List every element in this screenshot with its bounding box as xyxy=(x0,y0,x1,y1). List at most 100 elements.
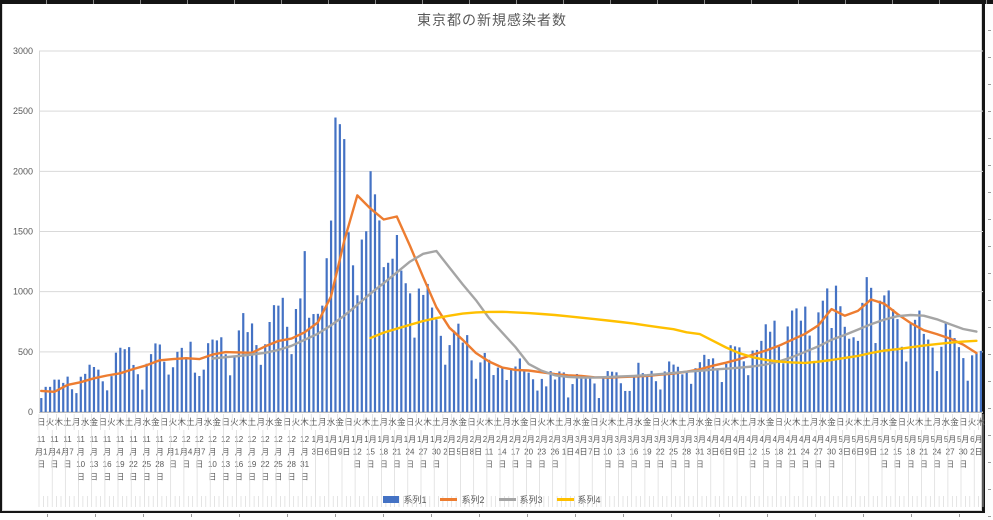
bar[interactable] xyxy=(395,234,399,412)
bar[interactable] xyxy=(84,373,87,412)
bar[interactable] xyxy=(685,371,688,412)
bar[interactable] xyxy=(812,360,816,412)
bar[interactable] xyxy=(944,322,947,412)
bar[interactable] xyxy=(347,232,350,412)
bar[interactable] xyxy=(531,379,535,412)
bar[interactable] xyxy=(632,375,636,412)
bar[interactable] xyxy=(935,371,939,412)
bar[interactable] xyxy=(294,308,298,412)
bar[interactable] xyxy=(180,347,183,412)
bar[interactable] xyxy=(597,398,600,412)
bar[interactable] xyxy=(470,360,473,412)
bar[interactable] xyxy=(185,357,188,412)
bar[interactable] xyxy=(189,341,192,412)
bar[interactable] xyxy=(308,317,311,412)
bar[interactable] xyxy=(233,356,236,412)
bar[interactable] xyxy=(255,345,258,412)
bar[interactable] xyxy=(949,329,952,412)
bar[interactable] xyxy=(70,389,74,412)
bar[interactable] xyxy=(321,305,324,412)
bar[interactable] xyxy=(553,379,557,412)
bar[interactable] xyxy=(659,389,662,413)
bar[interactable] xyxy=(694,368,697,412)
bar[interactable] xyxy=(883,295,886,412)
bar[interactable] xyxy=(654,381,658,412)
bar[interactable] xyxy=(826,288,829,412)
bar[interactable] xyxy=(891,309,895,412)
bar[interactable] xyxy=(325,258,328,412)
bar[interactable] xyxy=(128,347,131,412)
bar[interactable] xyxy=(610,371,614,412)
bar[interactable] xyxy=(488,359,491,412)
bar[interactable] xyxy=(786,326,789,412)
bar[interactable] xyxy=(628,390,631,412)
bar[interactable] xyxy=(452,330,456,412)
bar[interactable] xyxy=(149,354,153,412)
bar[interactable] xyxy=(373,194,377,412)
bar[interactable] xyxy=(738,347,741,412)
bar[interactable] xyxy=(650,370,653,412)
bar[interactable] xyxy=(286,326,289,412)
bar[interactable] xyxy=(962,358,965,412)
bar[interactable] xyxy=(966,380,969,412)
bar[interactable] xyxy=(48,386,52,412)
bar[interactable] xyxy=(900,346,903,412)
bar[interactable] xyxy=(334,117,337,412)
bar[interactable] xyxy=(492,375,495,412)
bar[interactable] xyxy=(75,393,78,412)
bar[interactable] xyxy=(637,362,640,412)
bar[interactable] xyxy=(558,371,561,412)
bar[interactable] xyxy=(834,285,838,412)
bar[interactable] xyxy=(725,363,728,412)
bar[interactable] xyxy=(417,288,420,412)
bar[interactable] xyxy=(40,398,43,412)
bar[interactable] xyxy=(163,361,166,412)
bar[interactable] xyxy=(198,376,201,412)
bar[interactable] xyxy=(874,343,877,412)
legend-item-1[interactable]: 系列1 xyxy=(383,493,426,506)
bar[interactable] xyxy=(848,338,851,412)
bar[interactable] xyxy=(821,300,824,412)
bar[interactable] xyxy=(751,350,754,412)
bar[interactable] xyxy=(356,295,359,412)
bar[interactable] xyxy=(931,347,934,412)
bar[interactable] xyxy=(865,277,868,412)
bar[interactable] xyxy=(698,362,701,412)
bar[interactable] xyxy=(971,355,974,412)
bar[interactable] xyxy=(733,346,737,412)
bar[interactable] xyxy=(707,359,710,412)
bar[interactable] xyxy=(44,386,47,412)
plot-area[interactable]: 050010001500200025003000 日火木土月水金日火木土月水金日… xyxy=(3,4,985,509)
bar[interactable] xyxy=(672,364,675,412)
bar[interactable] xyxy=(448,345,451,412)
bar[interactable] xyxy=(211,339,214,412)
bar[interactable] xyxy=(575,373,579,412)
bar[interactable] xyxy=(351,265,355,412)
bar[interactable] xyxy=(619,383,622,412)
chart-object[interactable]: 東京都の新規感染者数 0 500 1000 1500 2000 2500 3000 日火木土… xyxy=(0,4,985,513)
bar[interactable] xyxy=(690,383,693,412)
bar[interactable] xyxy=(549,371,552,412)
bar[interactable] xyxy=(224,354,227,412)
chart-legend[interactable]: 系列1 系列2 系列3 系列4 xyxy=(3,493,981,506)
bar[interactable] xyxy=(913,319,917,412)
bar[interactable] xyxy=(439,335,442,412)
bar[interactable] xyxy=(905,361,908,412)
bar[interactable] xyxy=(246,332,249,412)
bar[interactable] xyxy=(856,340,860,412)
bar[interactable] xyxy=(795,308,798,412)
bar[interactable] xyxy=(57,379,60,412)
bar[interactable] xyxy=(896,319,899,412)
bar[interactable] xyxy=(571,384,574,412)
bar[interactable] xyxy=(62,382,65,412)
bar[interactable] xyxy=(615,372,618,412)
bar[interactable] xyxy=(545,386,548,412)
bar[interactable] xyxy=(171,367,175,412)
bar[interactable] xyxy=(242,313,245,412)
bar[interactable] xyxy=(593,383,596,412)
chart-area[interactable]: 東京都の新規感染者数 0 500 1000 1500 2000 2500 3000 日火木土… xyxy=(2,4,985,511)
bar[interactable] xyxy=(299,298,302,412)
bar[interactable] xyxy=(870,287,873,412)
bar[interactable] xyxy=(272,305,276,412)
bar[interactable] xyxy=(764,324,767,412)
